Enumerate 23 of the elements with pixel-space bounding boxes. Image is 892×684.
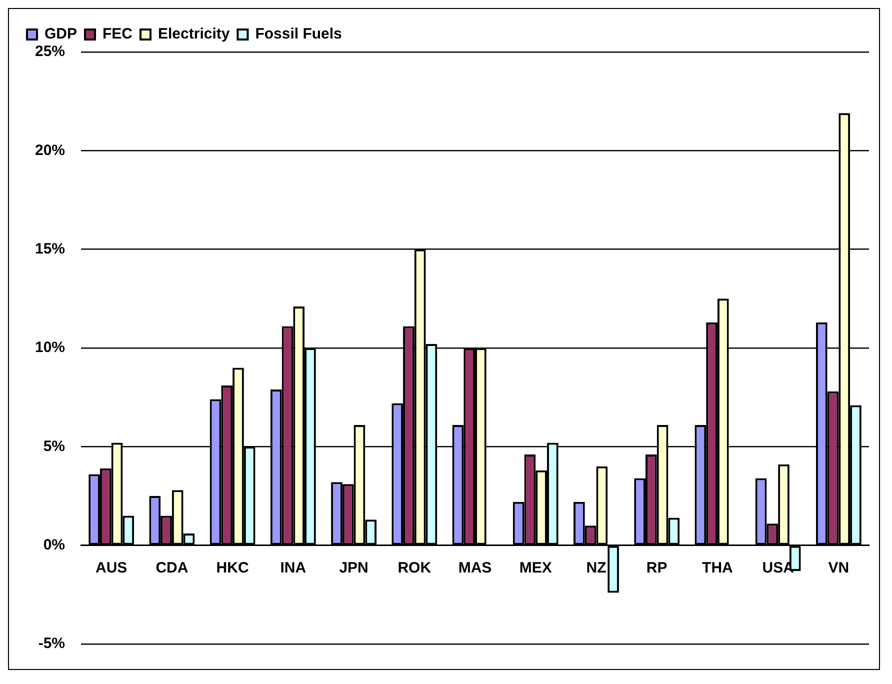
y-tick-label: 5% — [43, 438, 66, 455]
legend-label: Fossil Fuels — [255, 26, 342, 43]
legend-label: Electricity — [158, 26, 230, 43]
x-tick-label: MEX — [519, 559, 552, 576]
x-tick-label: INA — [280, 559, 306, 576]
x-tick-label: HKC — [216, 559, 249, 576]
y-tick-label: 25% — [34, 43, 66, 60]
x-tick-label: JPN — [339, 559, 368, 576]
y-tick-label: 20% — [34, 142, 66, 159]
x-tick-label: AUS — [95, 559, 128, 576]
y-tick-label: 0% — [43, 536, 66, 554]
x-tick-label: NZ — [586, 559, 606, 576]
legend-label: FEC — [102, 26, 133, 43]
x-tick-label: ROK — [398, 559, 432, 576]
y-tick-label: 15% — [34, 240, 66, 258]
x-tick-label: VN — [828, 559, 850, 576]
x-tick-label: THA — [702, 559, 734, 576]
legend-label: GDP — [44, 26, 78, 43]
x-tick-label: CDA — [156, 559, 188, 576]
y-tick-label: 10% — [34, 339, 66, 356]
x-tick-label: MAS — [458, 559, 492, 576]
y-tick-label: -5% — [38, 635, 66, 652]
x-tick-label: RP — [646, 559, 668, 576]
